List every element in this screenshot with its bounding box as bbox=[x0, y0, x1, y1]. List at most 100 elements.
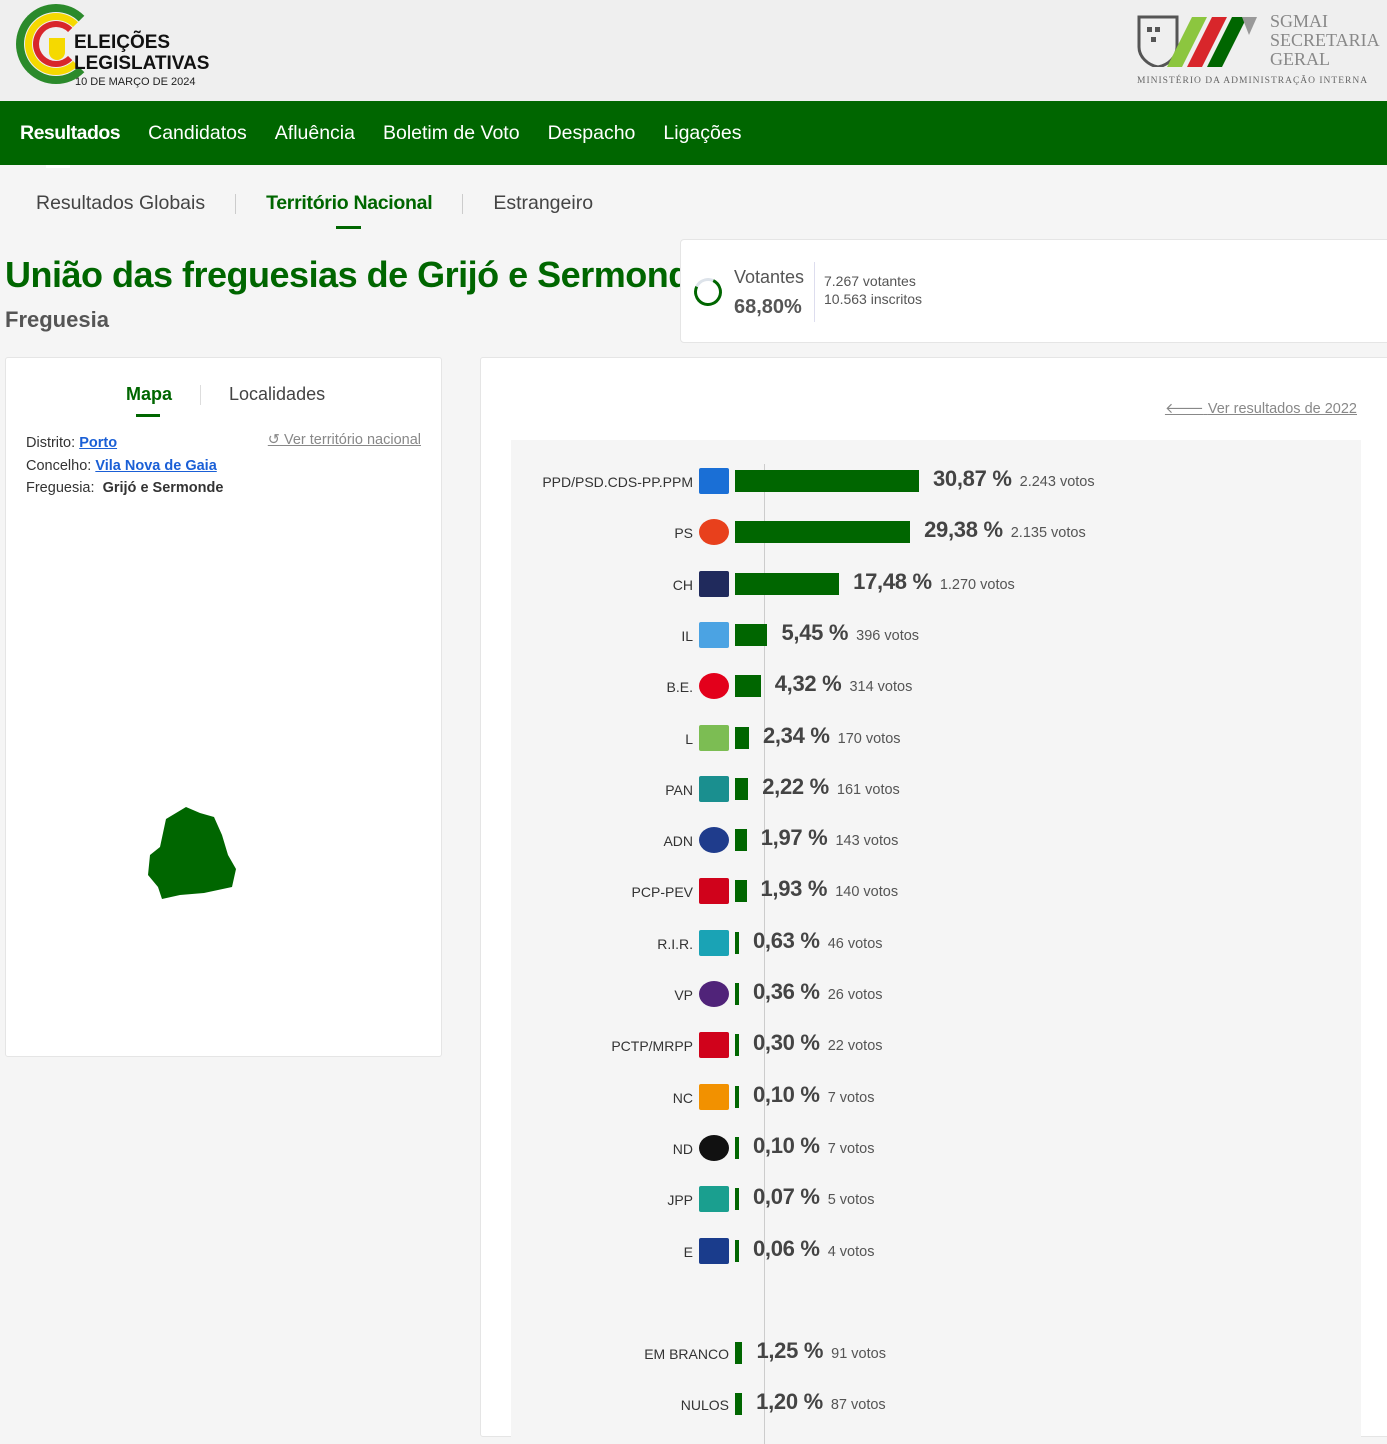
nav-candidatos[interactable]: Candidatos bbox=[148, 121, 247, 144]
result-votes: 2.135 votos bbox=[1010, 525, 1086, 542]
party-label: PCP-PEV bbox=[631, 884, 693, 901]
pan-tree-logo-icon bbox=[698, 774, 730, 804]
party-label: L bbox=[685, 730, 693, 747]
result-values: 2,22 % 161 votos bbox=[762, 774, 900, 800]
nav-resultados[interactable]: Resultados bbox=[6, 122, 134, 168]
cdu-logo-icon bbox=[698, 876, 730, 906]
turnout-label: Votantes bbox=[734, 267, 805, 287]
result-votes: 46 votos bbox=[827, 935, 883, 952]
party-label: E bbox=[683, 1243, 693, 1260]
tab-mapa[interactable]: Mapa bbox=[126, 384, 173, 417]
page-subtitle: Freguesia bbox=[5, 307, 109, 332]
result-percent: 4,32 % bbox=[774, 671, 842, 697]
tab-territorio-nacional[interactable]: Território Nacional bbox=[266, 192, 433, 229]
results-panel: 🡐 Ver resultados de 2022 PPD/PSD.CDS-PP.… bbox=[480, 357, 1387, 1444]
party-row: CH 17,48 % 1.270 votos bbox=[511, 569, 1361, 599]
sgmai-line: GERAL bbox=[1270, 49, 1330, 69]
result-values: 17,48 % 1.270 votos bbox=[853, 569, 1015, 595]
voters-count: 7.267 votantes bbox=[824, 273, 916, 289]
party-row: ADN 1,97 % 143 votos bbox=[511, 825, 1361, 855]
view-2022-label: Ver resultados de 2022 bbox=[1207, 401, 1357, 417]
main-nav: Resultados Candidatos Afluência Boletim … bbox=[0, 101, 1387, 168]
district-link[interactable]: Porto bbox=[79, 435, 118, 451]
result-bar bbox=[735, 931, 739, 954]
result-percent: 1,97 % bbox=[760, 825, 828, 851]
result-votes: 4 votos bbox=[827, 1243, 875, 1260]
party-label: NC bbox=[672, 1089, 693, 1106]
party-row: VP 0,36 % 26 votos bbox=[511, 979, 1361, 1009]
party-row: IL 5,45 % 396 votos bbox=[511, 620, 1361, 650]
result-values: 2,34 % 170 votos bbox=[763, 723, 901, 749]
nav-afluencia[interactable]: Afluência bbox=[274, 121, 355, 144]
result-bar bbox=[735, 521, 911, 544]
result-votes: 2.243 votos bbox=[1019, 474, 1095, 490]
result-votes: 314 votos bbox=[849, 679, 913, 696]
party-label: IL bbox=[681, 627, 693, 644]
party-label: EM BRANCO bbox=[644, 1346, 729, 1362]
result-values: 0,06 % 4 votos bbox=[753, 1236, 874, 1262]
result-values: 5,45 % 396 votos bbox=[781, 620, 919, 646]
result-bar bbox=[735, 572, 840, 595]
adn-logo-icon bbox=[698, 825, 730, 855]
nos-cidadaos-logo-icon bbox=[698, 1082, 730, 1112]
result-values: 0,07 % 5 votos bbox=[753, 1184, 874, 1210]
result-bar bbox=[735, 1188, 739, 1211]
logo-date: 10 DE MARÇO DE 2024 bbox=[75, 76, 196, 88]
il-logo-icon bbox=[698, 620, 730, 650]
nav-despacho[interactable]: Despacho bbox=[547, 121, 636, 144]
header: ELEIÇÕES LEGISLATIVAS 10 DE MARÇO DE 2024… bbox=[0, 0, 1387, 101]
divider bbox=[462, 193, 464, 214]
result-bar bbox=[735, 675, 761, 698]
result-bar bbox=[735, 1034, 739, 1057]
result-votes: 7 votos bbox=[827, 1140, 875, 1157]
party-row: EM BRANCO 1,25 % 91 votos bbox=[511, 1338, 1361, 1368]
turnout-ring-icon bbox=[690, 274, 726, 310]
party-label: VP bbox=[674, 987, 693, 1003]
sgmai-logo[interactable]: SGMAI SECRETARIA GERAL MINISTÉRIO DA ADMIN… bbox=[1137, 12, 1387, 92]
party-row: PS 29,38 % 2.135 votos bbox=[511, 517, 1361, 547]
result-bar bbox=[735, 829, 747, 852]
view-national-link[interactable]: ↺ Ver território nacional bbox=[268, 432, 421, 448]
sgmai-line: SECRETARIA bbox=[1270, 30, 1380, 50]
result-votes: 396 votos bbox=[856, 627, 920, 644]
result-values: 0,30 % 22 votos bbox=[753, 1030, 883, 1056]
party-label: PS bbox=[674, 525, 693, 542]
result-bar bbox=[735, 777, 749, 800]
logo-line1: ELEIÇÕES bbox=[74, 32, 171, 53]
chega-logo-icon bbox=[698, 569, 730, 599]
party-label: CH bbox=[672, 576, 693, 593]
council-link[interactable]: Vila Nova de Gaia bbox=[95, 457, 217, 474]
party-label: PPD/PSD.CDS-PP.PPM bbox=[542, 474, 693, 490]
tab-resultados-globais[interactable]: Resultados Globais bbox=[36, 192, 206, 214]
tab-estrangeiro[interactable]: Estrangeiro bbox=[493, 192, 594, 214]
result-votes: 1.270 votos bbox=[939, 576, 1015, 593]
elections-logo[interactable]: ELEIÇÕES LEGISLATIVAS 10 DE MARÇO DE 2024 bbox=[16, 4, 216, 92]
result-values: 0,63 % 46 votos bbox=[753, 928, 883, 954]
divider bbox=[200, 384, 202, 405]
result-percent: 2,22 % bbox=[762, 773, 829, 799]
result-bar bbox=[735, 880, 747, 903]
party-row: E 0,06 % 4 votos bbox=[511, 1236, 1361, 1266]
view-2022-link[interactable]: 🡐 Ver resultados de 2022 bbox=[1165, 400, 1357, 417]
party-row: ND 0,10 % 7 votos bbox=[511, 1133, 1361, 1163]
result-percent: 30,87 % bbox=[932, 466, 1012, 491]
parish-map[interactable] bbox=[144, 805, 236, 901]
result-percent: 29,38 % bbox=[924, 517, 1003, 543]
result-votes: 26 votos bbox=[827, 987, 883, 1003]
party-row: R.I.R. 0,63 % 46 votos bbox=[511, 928, 1361, 958]
result-votes: 22 votos bbox=[827, 1038, 883, 1055]
tab-localidades[interactable]: Localidades bbox=[229, 384, 326, 404]
district-label: Distrito: bbox=[26, 435, 76, 451]
result-bar bbox=[735, 623, 768, 646]
party-row: B.E. 4,32 % 314 votos bbox=[511, 671, 1361, 701]
result-percent: 17,48 % bbox=[853, 568, 932, 594]
party-row: PCTP/MRPP 0,30 % 22 votos bbox=[511, 1030, 1361, 1060]
result-percent: 0,36 % bbox=[753, 979, 820, 1004]
nav-ligacoes[interactable]: Ligações bbox=[663, 121, 742, 144]
party-label: ADN bbox=[663, 833, 693, 850]
result-values: 0,10 % 7 votos bbox=[753, 1082, 874, 1108]
nav-boletim[interactable]: Boletim de Voto bbox=[382, 121, 520, 144]
result-percent: 0,07 % bbox=[753, 1184, 820, 1210]
jpp-logo-icon bbox=[698, 1184, 730, 1214]
result-values: 0,10 % 7 votos bbox=[753, 1133, 874, 1159]
